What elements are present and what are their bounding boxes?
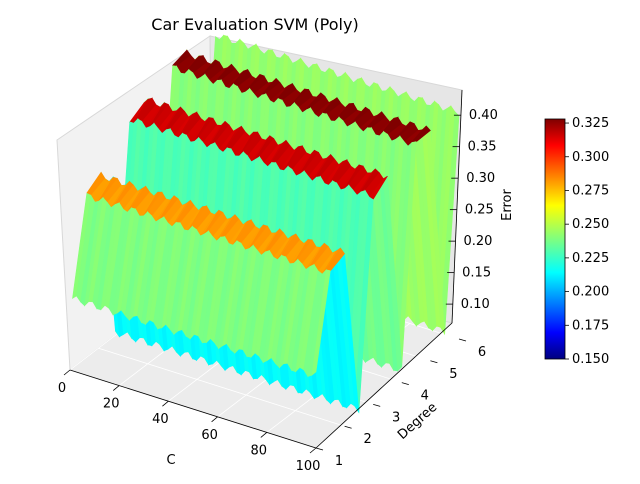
z-axis-label: Error	[500, 189, 515, 221]
z-tick-label: 0.30	[466, 171, 495, 186]
y-tick-mark	[430, 360, 438, 364]
y-axis-line	[315, 322, 453, 449]
surface-facet	[311, 269, 331, 376]
y-gridline	[98, 347, 345, 427]
y-tick-label: 3	[392, 410, 400, 425]
y-tick-mark	[344, 425, 352, 429]
x-tick-mark	[260, 432, 268, 438]
z-tick-label: 0.10	[461, 297, 490, 312]
surface-plot	[72, 34, 460, 414]
colorbar-tick-label: 0.250	[572, 217, 609, 232]
z-tick-label: 0.40	[469, 108, 498, 123]
colorbar-tick-label: 0.200	[572, 285, 609, 300]
x-tick-mark	[63, 369, 71, 376]
y-axis-label: Degree	[395, 400, 440, 443]
y-ticks: 1 2 3 4 5 6	[315, 338, 486, 469]
colorbar-tick-label: 0.150	[572, 352, 609, 367]
x-tick-mark	[162, 400, 169, 407]
colorbar-tick-label: 0.300	[572, 150, 609, 165]
x-tick-mark	[112, 385, 120, 391]
colorbar-tick-label: 0.325	[572, 116, 609, 131]
y-tick-label: 4	[421, 389, 429, 404]
y-tick-label: 5	[449, 367, 457, 382]
z-ticks: 0.10 0.15 0.20 0.25 0.30 0.35 0.40	[445, 108, 498, 312]
y-tick-mark	[315, 447, 324, 451]
z-tick-label: 0.35	[468, 140, 497, 155]
y-tick-mark	[373, 404, 381, 407]
y-tick-mark	[401, 382, 409, 385]
x-tick-label: 60	[201, 428, 218, 443]
x-tick-mark	[309, 447, 317, 454]
z-tick-label: 0.20	[464, 234, 493, 249]
z-tick-label: 0.15	[462, 266, 491, 281]
x-ticks: 0 20 40 60 80 100	[58, 369, 321, 474]
x-tick-label: 0	[58, 381, 66, 396]
colorbar-gradient	[544, 118, 566, 360]
y-tick-label: 2	[363, 432, 371, 447]
y-tick-label: 1	[335, 454, 343, 469]
axis-lines	[69, 89, 463, 449]
x-tick-label: 80	[251, 443, 268, 458]
colorbar-tick-label: 0.225	[572, 251, 609, 266]
colorbar-ticks: 0.150 0.175 0.200 0.225 0.250 0.275 0.300 0.325	[565, 116, 609, 367]
x-axis-label: C	[166, 453, 175, 468]
x-tick-label: 20	[103, 397, 120, 412]
x-tick-mark	[211, 416, 218, 423]
y-tick-mark	[458, 338, 467, 342]
colorbar: 0.150 0.175 0.200 0.225 0.250 0.275 0.300 0.325	[544, 116, 609, 367]
surface-facet	[383, 174, 403, 372]
x-tick-label: 40	[152, 412, 169, 427]
z-axis-line	[451, 89, 463, 324]
x-gridline	[315, 338, 460, 449]
x-axis-line	[69, 369, 317, 449]
colorbar-tick-label: 0.275	[572, 183, 609, 198]
colorbar-tick-label: 0.175	[572, 318, 609, 333]
z-tick-label: 0.25	[465, 203, 494, 218]
y-tick-label: 6	[478, 345, 486, 360]
x-tick-label: 100	[296, 459, 321, 474]
chart-title: Car Evaluation SVM (Poly)	[151, 15, 358, 34]
